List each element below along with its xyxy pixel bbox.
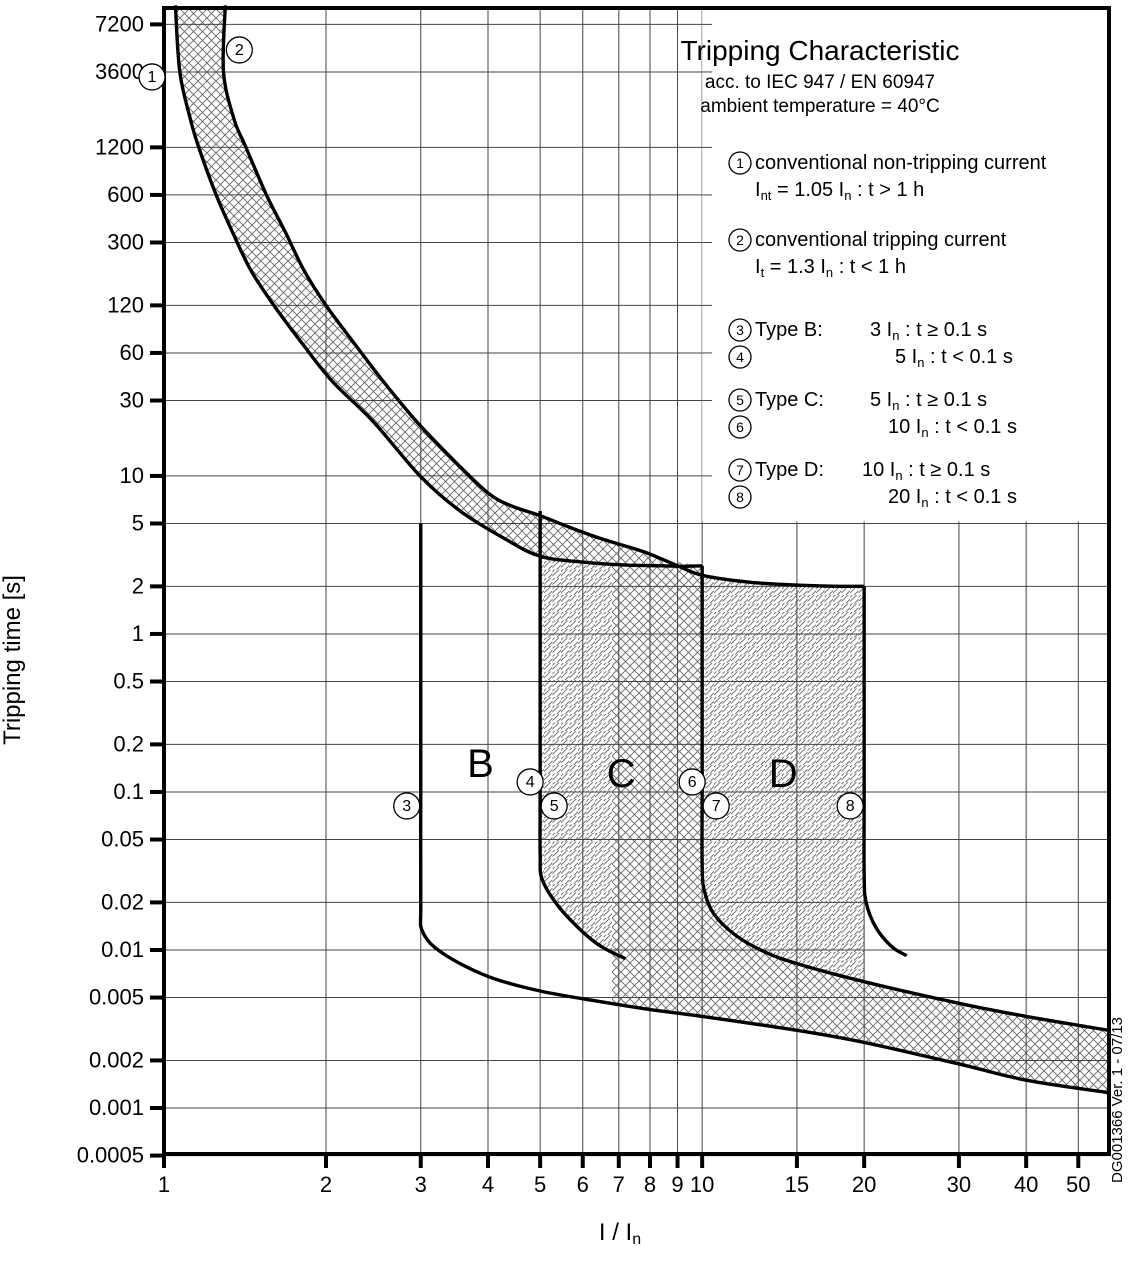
svg-text:2: 2 <box>132 573 144 598</box>
svg-text:120: 120 <box>107 292 144 317</box>
svg-text:conventional non-tripping curr: conventional non-tripping current <box>755 152 1047 174</box>
svg-text:Tripping Characteristic: Tripping Characteristic <box>680 35 959 66</box>
svg-text:300: 300 <box>107 230 144 255</box>
svg-text:1: 1 <box>132 621 144 646</box>
svg-text:5 In : t ≥ 0.1 s: 5 In : t ≥ 0.1 s <box>870 389 987 413</box>
svg-text:DG001366 Ver. 1 - 07/13: DG001366 Ver. 1 - 07/13 <box>1109 1017 1126 1183</box>
svg-text:Tripping time [s]: Tripping time [s] <box>0 575 26 745</box>
svg-text:4: 4 <box>736 349 744 365</box>
svg-text:1: 1 <box>148 69 157 86</box>
svg-text:3: 3 <box>402 798 411 815</box>
svg-text:30: 30 <box>947 1172 971 1197</box>
svg-text:5: 5 <box>736 392 744 408</box>
svg-text:4: 4 <box>526 774 535 791</box>
svg-text:40: 40 <box>1014 1172 1038 1197</box>
svg-text:1: 1 <box>158 1172 170 1197</box>
svg-text:1200: 1200 <box>95 134 144 159</box>
svg-text:2: 2 <box>235 42 244 59</box>
svg-text:0.001: 0.001 <box>89 1095 144 1120</box>
svg-text:ambient temperature = 40°C: ambient temperature = 40°C <box>700 96 939 117</box>
svg-text:600: 600 <box>107 182 144 207</box>
svg-text:50: 50 <box>1066 1172 1090 1197</box>
svg-text:3 In : t ≥ 0.1 s: 3 In : t ≥ 0.1 s <box>870 319 987 343</box>
svg-text:0.005: 0.005 <box>89 985 144 1010</box>
svg-text:7: 7 <box>712 798 721 815</box>
svg-text:acc. to IEC 947 / EN 60947: acc. to IEC 947 / EN 60947 <box>705 72 935 93</box>
svg-text:8: 8 <box>846 798 855 815</box>
svg-text:0.5: 0.5 <box>113 669 144 694</box>
svg-text:10 In : t < 0.1 s: 10 In : t < 0.1 s <box>888 416 1017 440</box>
svg-text:2: 2 <box>736 232 744 248</box>
svg-text:conventional tripping current: conventional tripping current <box>755 229 1007 251</box>
svg-text:6: 6 <box>736 419 744 435</box>
svg-text:5: 5 <box>550 798 559 815</box>
svg-text:4: 4 <box>482 1172 494 1197</box>
svg-text:0.0005: 0.0005 <box>77 1143 144 1168</box>
svg-text:8: 8 <box>644 1172 656 1197</box>
svg-text:10 In : t ≥ 0.1 s: 10 In : t ≥ 0.1 s <box>862 459 990 483</box>
svg-text:0.02: 0.02 <box>101 889 144 914</box>
svg-text:0.002: 0.002 <box>89 1047 144 1072</box>
svg-text:20 In : t < 0.1 s: 20 In : t < 0.1 s <box>888 486 1017 510</box>
svg-text:Type C:: Type C: <box>755 389 824 411</box>
svg-text:7: 7 <box>736 462 744 478</box>
svg-text:6: 6 <box>688 774 697 791</box>
svg-text:Type D:: Type D: <box>755 459 824 481</box>
svg-text:1: 1 <box>736 155 744 171</box>
svg-text:30: 30 <box>120 388 144 413</box>
svg-text:B: B <box>467 742 494 786</box>
svg-text:3: 3 <box>415 1172 427 1197</box>
svg-text:10: 10 <box>690 1172 714 1197</box>
svg-text:5: 5 <box>132 510 144 535</box>
svg-text:D: D <box>769 752 798 796</box>
svg-text:Int = 1.05 In : t > 1 h: Int = 1.05 In : t > 1 h <box>755 179 924 203</box>
svg-text:7200: 7200 <box>95 11 144 36</box>
svg-text:20: 20 <box>852 1172 876 1197</box>
svg-text:7: 7 <box>613 1172 625 1197</box>
svg-text:2: 2 <box>320 1172 332 1197</box>
svg-text:3600: 3600 <box>95 59 144 84</box>
svg-text:15: 15 <box>785 1172 809 1197</box>
svg-text:60: 60 <box>120 340 144 365</box>
svg-text:9: 9 <box>671 1172 683 1197</box>
svg-text:10: 10 <box>120 463 144 488</box>
svg-text:0.05: 0.05 <box>101 827 144 852</box>
svg-text:Type B:: Type B: <box>755 319 823 341</box>
svg-text:0.1: 0.1 <box>113 779 144 804</box>
svg-text:5: 5 <box>534 1172 546 1197</box>
svg-text:3: 3 <box>736 322 744 338</box>
svg-text:5 In : t < 0.1 s: 5 In : t < 0.1 s <box>895 346 1013 370</box>
svg-text:0.2: 0.2 <box>113 731 144 756</box>
svg-text:8: 8 <box>736 489 744 505</box>
svg-text:C: C <box>607 752 636 796</box>
svg-text:6: 6 <box>577 1172 589 1197</box>
svg-text:0.01: 0.01 <box>101 937 144 962</box>
